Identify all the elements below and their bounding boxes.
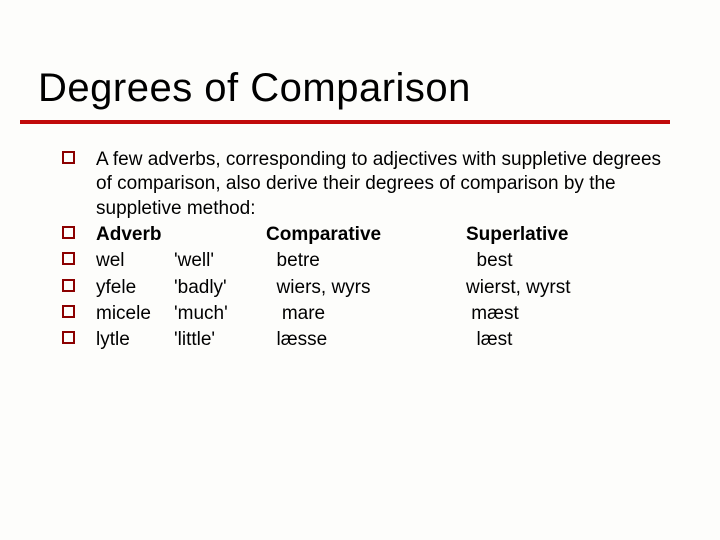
list-item: lytle 'little' læsse læst (62, 328, 662, 352)
adverb-cell: wel (96, 249, 174, 273)
slide: Degrees of Comparison A few adverbs, cor… (0, 0, 720, 540)
bullet-icon (62, 279, 75, 292)
gloss-cell: 'well' (174, 249, 266, 273)
content-area: A few adverbs, corresponding to adjectiv… (62, 148, 662, 355)
bullet-icon (62, 151, 75, 164)
bullet-icon (62, 331, 75, 344)
gloss-cell: 'much' (174, 302, 266, 326)
list-item: yfele 'badly' wiers, wyrs wierst, wyrst (62, 276, 662, 300)
header-adverb: Adverb (96, 223, 266, 247)
header-comparative: Comparative (266, 223, 466, 247)
bullet-icon (62, 305, 75, 318)
comparative-cell: læsse (266, 328, 466, 352)
adverb-cell: lytle (96, 328, 174, 352)
header-superlative: Superlative (466, 223, 662, 247)
superlative-cell: læst (466, 328, 662, 352)
adverb-cell: yfele (96, 276, 174, 300)
gloss-cell: 'badly' (174, 276, 266, 300)
gloss-cell: 'little' (174, 328, 266, 352)
bullet-icon (62, 252, 75, 265)
list-item: wel 'well' betre best (62, 249, 662, 273)
comparative-cell: mare (266, 302, 466, 326)
superlative-cell: mæst (466, 302, 662, 326)
comparative-cell: wiers, wyrs (266, 276, 466, 300)
title-underline (20, 120, 670, 124)
intro-text: A few adverbs, corresponding to adjectiv… (96, 149, 661, 219)
list-item: Adverb Comparative Superlative (62, 223, 662, 247)
list-item: micele 'much' mare mæst (62, 302, 662, 326)
comparative-cell: betre (266, 249, 466, 273)
bullet-icon (62, 226, 75, 239)
adverb-cell: micele (96, 302, 174, 326)
slide-title: Degrees of Comparison (38, 66, 471, 111)
superlative-cell: wierst, wyrst (466, 276, 662, 300)
superlative-cell: best (466, 249, 662, 273)
list-item: A few adverbs, corresponding to adjectiv… (62, 148, 662, 221)
